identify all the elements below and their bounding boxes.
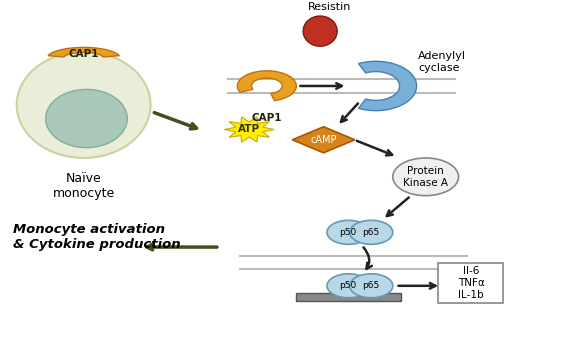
- Ellipse shape: [393, 158, 459, 196]
- Text: Il-6
TNFα
IL-1b: Il-6 TNFα IL-1b: [458, 267, 484, 300]
- Polygon shape: [225, 117, 274, 142]
- Ellipse shape: [46, 89, 127, 148]
- Ellipse shape: [17, 52, 150, 158]
- Polygon shape: [48, 47, 119, 57]
- Text: p65: p65: [363, 228, 380, 237]
- Text: CAP1: CAP1: [251, 113, 282, 124]
- Polygon shape: [303, 16, 337, 46]
- Ellipse shape: [349, 220, 393, 244]
- Polygon shape: [359, 61, 417, 110]
- Text: p50: p50: [339, 281, 356, 290]
- Text: p50: p50: [339, 228, 356, 237]
- Text: cAMP: cAMP: [310, 135, 337, 145]
- Polygon shape: [292, 127, 355, 153]
- Ellipse shape: [349, 274, 393, 298]
- Text: Monocyte activation
& Cytokine production: Monocyte activation & Cytokine productio…: [13, 223, 180, 251]
- Ellipse shape: [327, 220, 370, 244]
- Text: Adenylyl
cyclase: Adenylyl cyclase: [418, 51, 466, 73]
- FancyBboxPatch shape: [296, 293, 401, 301]
- Text: Naïve
monocyte: Naïve monocyte: [52, 172, 115, 200]
- Text: Resistin: Resistin: [308, 1, 351, 12]
- Text: ATP: ATP: [238, 125, 260, 134]
- Text: CAP1: CAP1: [68, 49, 99, 59]
- Ellipse shape: [327, 274, 370, 298]
- Text: Protein
Kinase A: Protein Kinase A: [403, 166, 448, 187]
- FancyBboxPatch shape: [438, 263, 503, 303]
- Text: p65: p65: [363, 281, 380, 290]
- Polygon shape: [237, 71, 296, 101]
